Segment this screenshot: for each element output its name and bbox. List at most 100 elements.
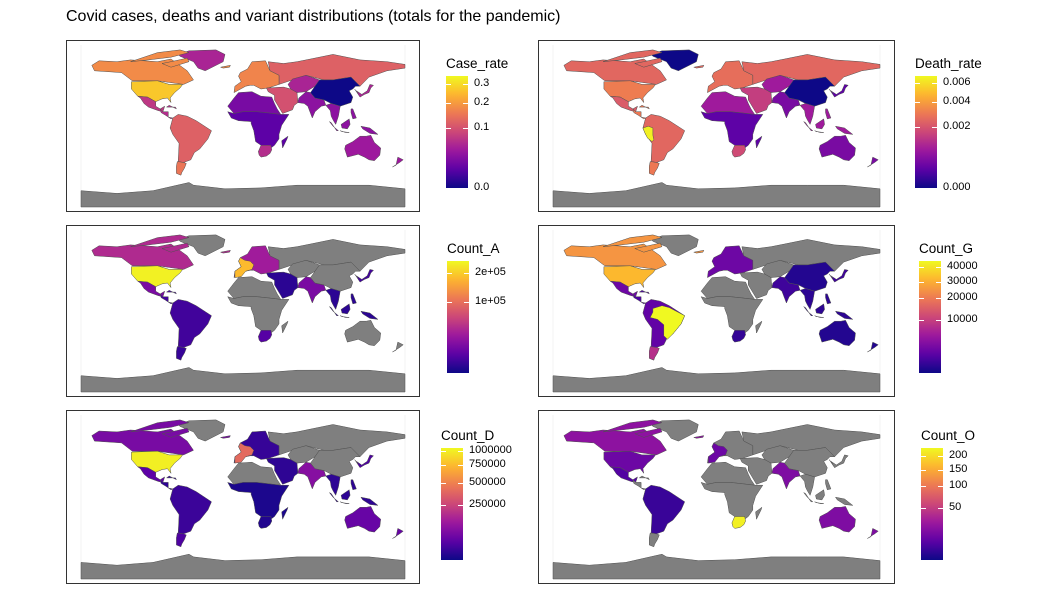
map-panel-count-a [66, 225, 420, 397]
region-mexico [610, 95, 638, 112]
region-china [310, 261, 361, 292]
region-africa-north [700, 461, 756, 486]
colorbar-tick-mark [915, 82, 920, 84]
region-europe [707, 245, 754, 279]
colorbar-tick-mark [441, 505, 446, 507]
colorbar-tick-label: 2e+05 [475, 265, 506, 278]
region-usa [603, 450, 657, 474]
island-shape [220, 435, 231, 439]
colorbar-tick-mark [915, 188, 920, 189]
colorbar-tick-mark [938, 486, 943, 488]
island-shape [638, 105, 650, 110]
colorbar [921, 448, 943, 560]
region-south-africa [731, 330, 746, 343]
region-southern-cone [176, 346, 187, 361]
world-map [80, 230, 406, 393]
colorbar-tick-mark [463, 128, 468, 130]
map-panel-count-d [66, 410, 420, 584]
colorbar-tick-mark [938, 469, 943, 471]
region-china [784, 261, 836, 292]
region-antarctica [552, 553, 881, 580]
colorbar-tick-mark [921, 455, 926, 457]
colorbar-tick-label: 0.1 [474, 121, 490, 134]
region-africa-north [227, 276, 282, 300]
island-shape [340, 501, 350, 504]
island-shape [834, 125, 854, 135]
island-shape [602, 419, 663, 433]
region-antarctica [80, 182, 406, 208]
map-panel-count-o [538, 410, 895, 584]
region-china [784, 447, 836, 478]
colorbar-tick-label: 250000 [469, 498, 506, 511]
colorbar-tick-mark [919, 320, 924, 322]
colorbar-tick-label: 100 [949, 479, 968, 492]
colorbar-tick-mark [447, 272, 452, 274]
region-brazil [649, 305, 686, 340]
region-australia [344, 320, 381, 346]
island-shape [814, 315, 824, 318]
island-shape [825, 479, 832, 491]
region-south-africa [258, 516, 273, 529]
island-shape [693, 435, 705, 439]
colorbar-tick-mark [441, 450, 446, 452]
island-shape [392, 341, 404, 353]
region-africa-sub [227, 481, 290, 520]
colorbar-tick-mark [932, 102, 937, 104]
island-shape [165, 105, 177, 110]
region-china [310, 447, 361, 478]
region-east-asia [354, 269, 374, 283]
region-middle-east [739, 86, 773, 114]
region-south-america [169, 114, 212, 163]
colorbar-tick-label: 0.006 [943, 75, 971, 88]
region-south-africa [258, 330, 273, 343]
region-east-asia [828, 84, 849, 98]
region-europe [707, 60, 754, 94]
island-shape [803, 121, 814, 131]
colorbar-tick-mark [463, 103, 468, 105]
island-shape [867, 156, 879, 168]
colorbar-tick-mark [936, 320, 941, 322]
island-shape [633, 242, 663, 253]
map-panel-death-rate [538, 40, 895, 212]
island-shape [803, 306, 814, 316]
colorbar-tick-label: 20000 [947, 291, 978, 304]
region-africa-north [227, 461, 282, 486]
region-mexico [609, 466, 638, 483]
colorbar-tick-mark [458, 505, 463, 507]
colorbar-tick-mark [464, 272, 469, 274]
region-south-africa [731, 145, 746, 158]
figure-title: Covid cases, deaths and variant distribu… [66, 8, 561, 25]
island-shape [755, 320, 763, 334]
colorbar-tick-label: 0.2 [474, 96, 490, 109]
region-se-asia [799, 473, 815, 496]
colorbar-tick-mark [458, 482, 463, 484]
world-map [80, 45, 406, 208]
island-shape [130, 49, 190, 62]
colorbar-tick-label: 0.002 [943, 120, 971, 133]
island-shape [329, 492, 340, 503]
colorbar-tick-label: 10000 [947, 313, 978, 326]
region-australia [344, 135, 381, 161]
region-se-asia [325, 288, 341, 311]
region-central-america [632, 478, 647, 491]
island-shape [329, 306, 340, 316]
colorbar-tick-label: 30000 [947, 274, 978, 287]
region-mexico [137, 95, 166, 112]
island-shape [281, 135, 289, 149]
island-shape [633, 427, 663, 438]
island-shape [340, 315, 350, 318]
colorbar-tick-label: 1e+05 [475, 295, 506, 308]
colorbar [441, 448, 463, 560]
region-se-asia [325, 473, 341, 496]
legend-title: Death_rate [915, 56, 982, 71]
region-usa [131, 450, 184, 474]
region-africa-sub [700, 296, 764, 334]
island-shape [602, 49, 663, 62]
region-africa-sub [700, 111, 764, 149]
region-antarctica [80, 553, 406, 580]
colorbar-tick-label: 1000000 [469, 443, 512, 456]
colorbar-tick-mark [915, 127, 920, 129]
region-south-america [642, 484, 686, 535]
region-south-africa [258, 145, 273, 158]
island-shape [638, 475, 650, 481]
